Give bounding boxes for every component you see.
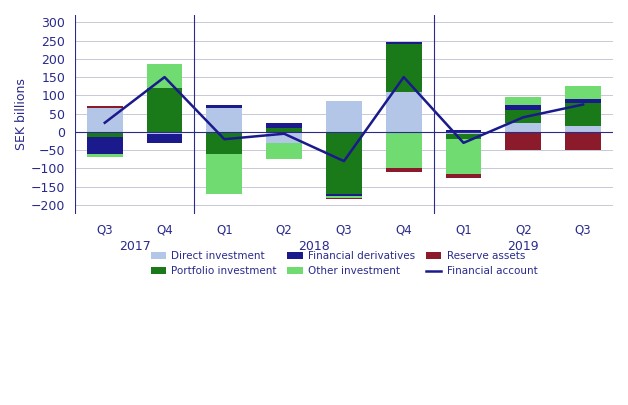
Bar bbox=[506, 97, 541, 104]
Bar bbox=[266, 128, 302, 132]
Bar bbox=[207, 104, 242, 108]
Text: 2019: 2019 bbox=[507, 240, 539, 253]
Bar bbox=[326, 194, 362, 196]
Bar bbox=[565, 132, 601, 150]
Bar bbox=[565, 103, 601, 126]
Text: 2017: 2017 bbox=[119, 240, 151, 253]
Bar bbox=[87, 108, 122, 132]
Bar bbox=[506, 123, 541, 132]
Bar bbox=[506, 132, 541, 150]
Bar bbox=[386, 132, 421, 168]
Bar bbox=[87, 154, 122, 158]
Bar bbox=[87, 107, 122, 108]
Bar bbox=[146, 64, 183, 88]
Bar bbox=[565, 86, 601, 99]
Bar bbox=[326, 132, 362, 194]
Bar bbox=[207, 108, 242, 132]
Bar bbox=[87, 137, 122, 154]
Text: 2018: 2018 bbox=[298, 240, 330, 253]
Bar bbox=[87, 132, 122, 137]
Bar bbox=[146, 132, 183, 134]
Bar bbox=[446, 130, 482, 132]
Bar bbox=[446, 132, 482, 134]
Bar bbox=[207, 154, 242, 194]
Bar bbox=[565, 126, 601, 132]
Y-axis label: SEK billions: SEK billions bbox=[15, 79, 28, 151]
Bar bbox=[386, 168, 421, 172]
Bar bbox=[506, 110, 541, 123]
Bar bbox=[326, 196, 362, 198]
Bar bbox=[506, 104, 541, 110]
Legend: Direct investment, Portfolio investment, Financial derivatives, Other investment: Direct investment, Portfolio investment,… bbox=[146, 247, 541, 281]
Bar bbox=[446, 134, 482, 139]
Bar bbox=[266, 143, 302, 159]
Bar bbox=[386, 92, 421, 132]
Bar bbox=[386, 44, 421, 92]
Bar bbox=[565, 99, 601, 103]
Bar bbox=[446, 139, 482, 174]
Bar bbox=[207, 132, 242, 154]
Bar bbox=[446, 174, 482, 177]
Bar bbox=[326, 198, 362, 200]
Bar bbox=[266, 123, 302, 128]
Bar bbox=[266, 132, 302, 143]
Bar bbox=[386, 43, 421, 44]
Bar bbox=[146, 134, 183, 143]
Bar bbox=[146, 88, 183, 132]
Bar bbox=[326, 101, 362, 132]
